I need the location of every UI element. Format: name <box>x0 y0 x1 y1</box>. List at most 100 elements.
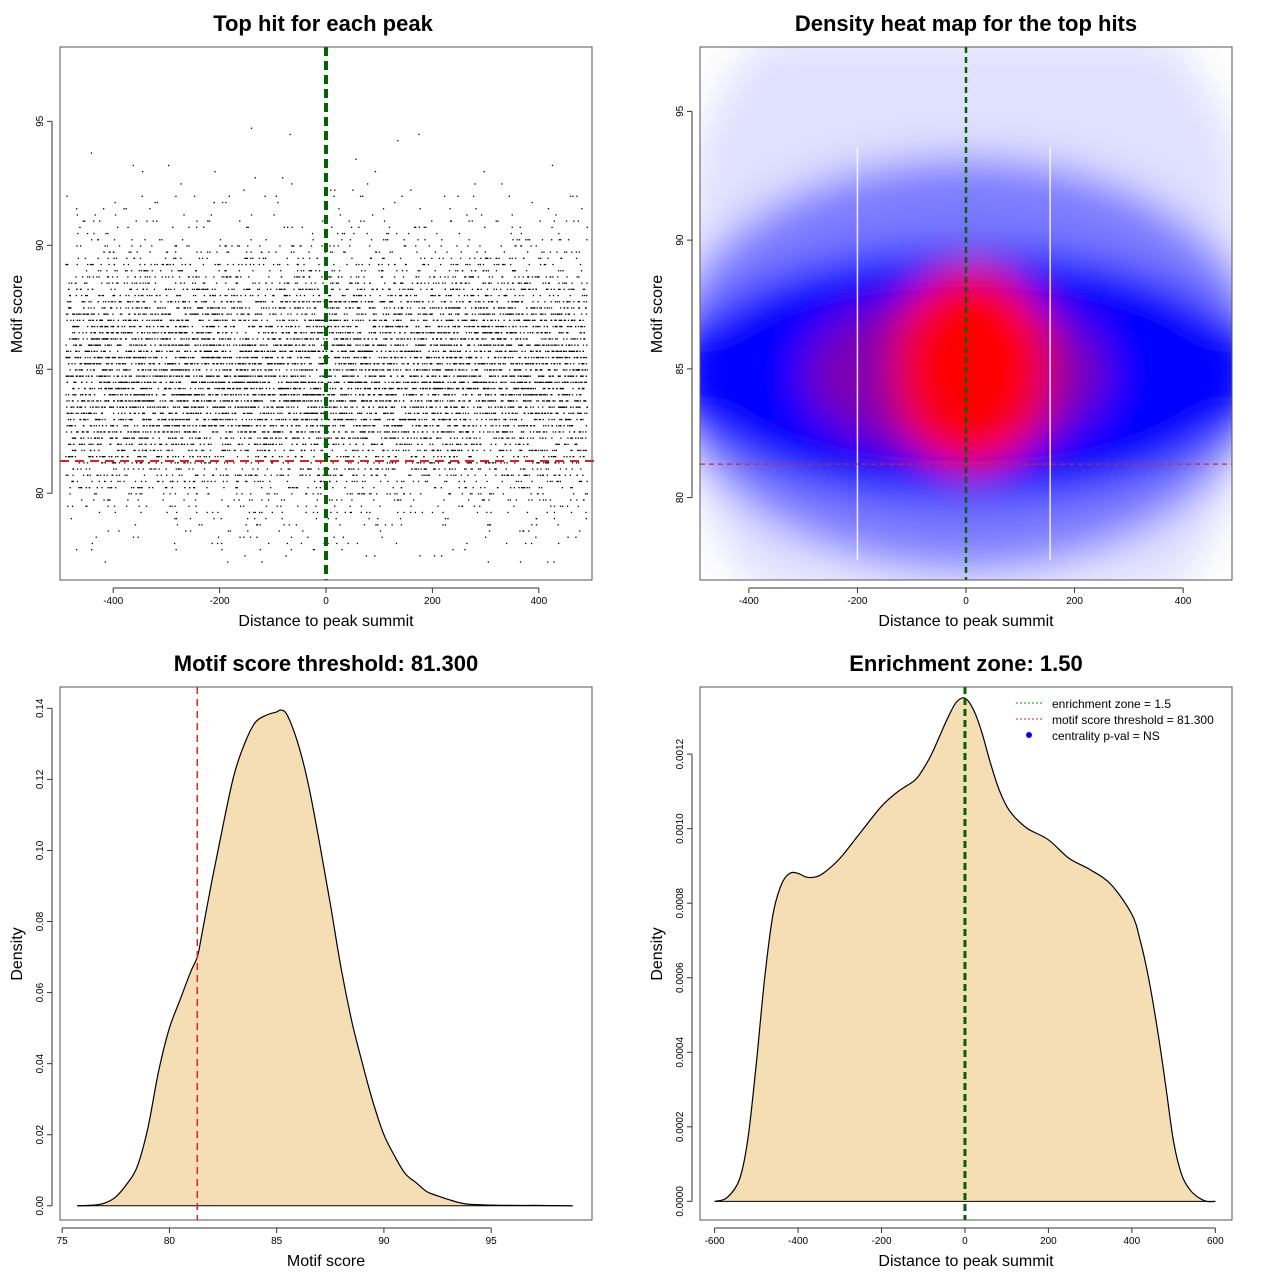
scatter-point <box>579 394 581 396</box>
scatter-point <box>482 319 485 321</box>
scatter-point <box>180 375 183 377</box>
scatter-point <box>435 344 437 346</box>
scatter-point <box>271 301 273 303</box>
scatter-point <box>194 313 196 315</box>
scatter-point <box>310 319 312 321</box>
scatter-point <box>197 313 199 315</box>
scatter-point <box>585 437 587 439</box>
scatter-point <box>175 381 177 383</box>
scatter-point <box>355 363 357 365</box>
scatter-point <box>274 338 276 340</box>
scatter-point <box>278 381 280 383</box>
scatter-point <box>267 375 270 377</box>
scatter-point <box>254 350 256 352</box>
scatter-point <box>91 263 93 266</box>
scatter-point <box>129 288 131 290</box>
scatter-point <box>359 294 361 297</box>
scatter-point <box>539 344 541 346</box>
scatter-point <box>183 406 185 408</box>
scatter-point <box>426 363 428 365</box>
scatter-point <box>348 363 350 365</box>
scatter-point <box>476 511 479 514</box>
scatter-point <box>186 443 189 445</box>
scatter-point <box>96 344 98 346</box>
scatter-point <box>98 480 100 483</box>
scatter-point <box>74 437 77 439</box>
scatter-point <box>104 245 106 247</box>
scatter-point <box>549 406 551 408</box>
scatter-point <box>403 418 405 421</box>
scatter-point <box>546 511 548 514</box>
scatter-point <box>203 226 205 228</box>
scatter-point <box>192 468 194 470</box>
scatter-point <box>527 400 529 402</box>
scatter-point <box>313 449 315 452</box>
scatter-point <box>526 487 528 489</box>
scatter-point <box>487 462 490 464</box>
scatter-point <box>329 307 331 309</box>
scatter-point <box>467 431 470 433</box>
scatter-point <box>400 319 402 321</box>
scatter-point <box>482 332 484 334</box>
scatter-point <box>484 282 487 284</box>
scatter-point <box>496 338 499 340</box>
scatter-point <box>444 456 446 458</box>
scatter-point <box>460 356 462 359</box>
scatter-point <box>355 418 357 421</box>
scatter-point <box>581 381 583 383</box>
scatter-point <box>366 381 368 383</box>
scatter-point <box>191 449 193 452</box>
scatter-point <box>248 443 250 445</box>
scatter-point <box>183 480 185 483</box>
scatter-point <box>145 456 147 458</box>
scatter-point <box>268 307 270 309</box>
scatter-point <box>450 263 452 266</box>
scatter-point <box>510 487 512 489</box>
scatter-point <box>217 456 219 458</box>
scatter-point <box>125 369 128 371</box>
scatter-point <box>558 344 560 346</box>
scatter-point <box>456 456 458 458</box>
scatter-point <box>225 350 227 352</box>
scatter-point <box>90 412 92 414</box>
scatter-point <box>389 462 391 464</box>
scatter-point <box>260 363 262 365</box>
scatter-point <box>419 332 421 334</box>
scatter-point <box>391 363 393 365</box>
scatter-point <box>420 282 422 284</box>
scatter-point <box>396 338 398 340</box>
scatter-point <box>484 400 486 402</box>
scatter-point <box>414 294 416 297</box>
scatter-point <box>443 431 445 433</box>
scatter-point <box>141 394 143 396</box>
scatter-point <box>455 443 458 445</box>
scatter-point <box>427 282 430 284</box>
scatter-point <box>268 381 270 383</box>
scatter-point <box>249 499 251 501</box>
scatter-point <box>178 400 180 402</box>
scatter-point <box>226 369 228 371</box>
scatter-point <box>330 406 332 408</box>
scatter-point <box>311 400 313 402</box>
scatter-point <box>518 239 521 241</box>
scatter-point <box>276 319 278 321</box>
scatter-point <box>138 487 140 489</box>
scatter-point <box>164 418 166 421</box>
scatter-point <box>82 220 84 222</box>
scatter-point <box>241 468 243 470</box>
scatter-point <box>586 344 588 346</box>
scatter-point <box>357 449 359 452</box>
scatter-point <box>424 369 426 371</box>
scatter-point <box>197 332 199 334</box>
scatter-point <box>356 325 358 328</box>
scatter-point <box>515 363 517 365</box>
scatter-point <box>263 332 265 334</box>
scatter-point <box>383 412 385 414</box>
scatter-point <box>309 425 312 427</box>
scatter-point <box>263 449 266 452</box>
scatter-point <box>510 356 512 359</box>
scatter-point <box>265 387 268 390</box>
scatter-point <box>397 511 399 514</box>
scatter-point <box>276 505 278 507</box>
scatter-point <box>335 381 337 383</box>
